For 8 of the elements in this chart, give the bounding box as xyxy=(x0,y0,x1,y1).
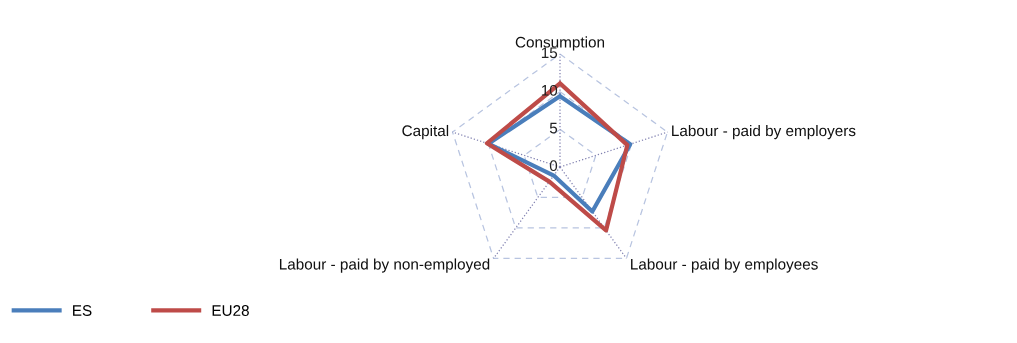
y-tick-label: 0 xyxy=(549,160,558,172)
spoke-label: Labour - paid by non-employed xyxy=(279,258,490,273)
spoke-label: Labour - paid by employers xyxy=(672,124,856,140)
spoke-label: Labour - paid by employees xyxy=(631,258,818,273)
y-tick-label: 5 xyxy=(549,122,558,134)
spoke-label: Capital xyxy=(402,124,449,140)
legend-label: ES xyxy=(73,305,92,316)
legend-label: EU28 xyxy=(212,305,249,316)
